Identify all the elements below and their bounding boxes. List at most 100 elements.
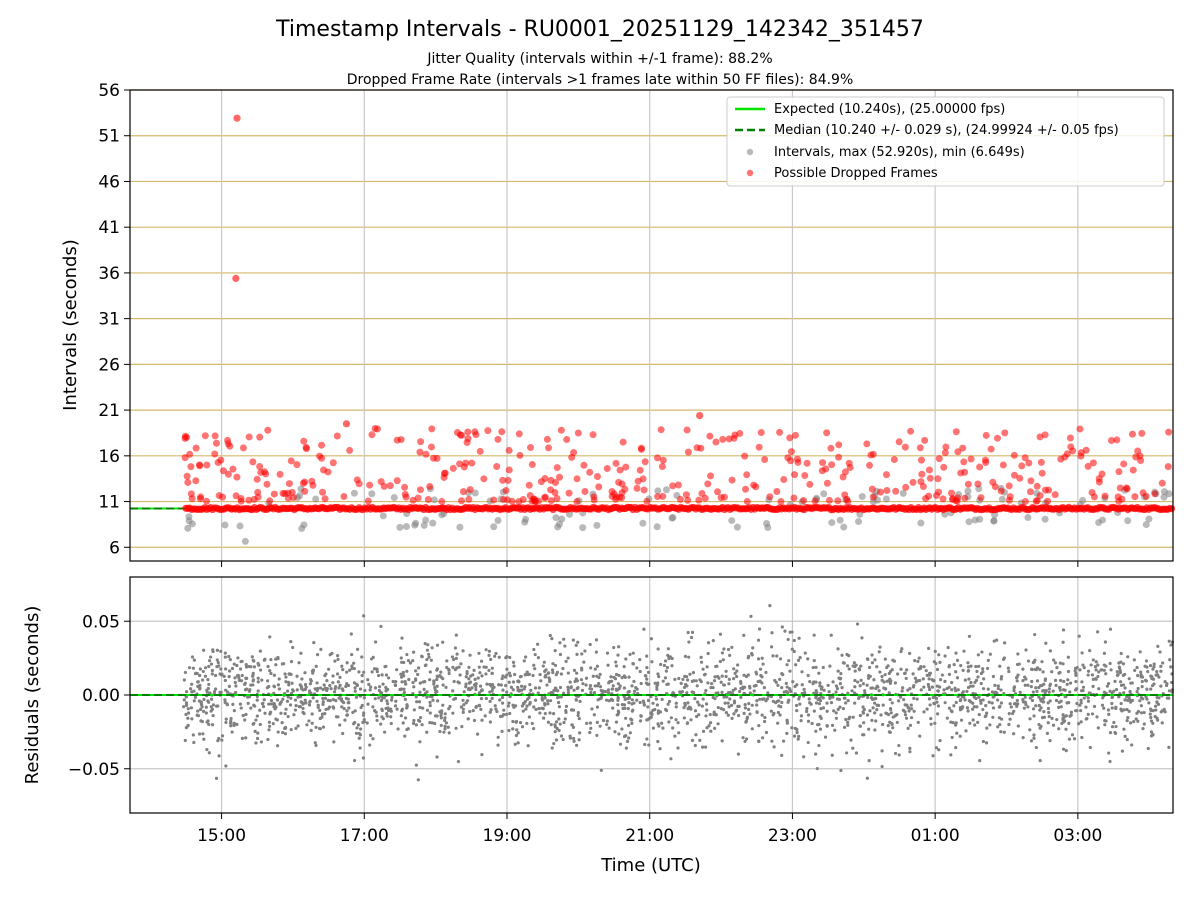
residual-point xyxy=(389,715,393,719)
residual-point xyxy=(546,699,550,703)
residual-point xyxy=(722,695,726,699)
residual-point xyxy=(205,688,209,692)
residual-point xyxy=(438,729,442,734)
residual-point xyxy=(875,707,879,712)
residual-point xyxy=(728,653,732,657)
residual-point xyxy=(999,730,1003,734)
residual-point xyxy=(1128,721,1133,725)
residual-point xyxy=(965,689,969,694)
residual-point xyxy=(1169,643,1173,647)
dropped-frame-point xyxy=(528,497,536,505)
dropped-frame-point xyxy=(219,493,227,501)
residual-point xyxy=(443,727,447,731)
dropped-frame-point xyxy=(543,435,551,443)
residual-point xyxy=(880,749,884,753)
residual-point xyxy=(738,689,742,694)
residual-point xyxy=(1079,698,1083,702)
residual-point xyxy=(267,724,272,728)
dropped-frame-point xyxy=(556,473,564,481)
residual-point xyxy=(825,709,829,713)
residual-point xyxy=(1127,709,1131,713)
residual-point xyxy=(591,674,595,678)
residual-point xyxy=(466,717,470,721)
residual-point xyxy=(925,707,929,711)
residual-point xyxy=(494,651,498,656)
dropped-frame-point xyxy=(725,435,733,443)
dropped-frame-point xyxy=(239,444,247,452)
dropped-frame-point xyxy=(438,497,446,505)
residual-point xyxy=(418,681,422,685)
residual-point xyxy=(1080,735,1084,740)
interval-point xyxy=(1160,488,1168,496)
residual-point xyxy=(371,737,375,741)
residual-point xyxy=(748,712,752,716)
residual-point xyxy=(292,713,296,717)
residual-point xyxy=(461,707,465,711)
dropped-frame-point xyxy=(458,431,466,439)
residual-point xyxy=(283,672,287,676)
residual-point xyxy=(874,719,878,723)
residual-point xyxy=(395,707,399,711)
residual-point xyxy=(991,706,996,710)
dropped-frame-point xyxy=(741,452,749,460)
residual-point xyxy=(589,690,593,695)
dropped-frame-point xyxy=(639,475,647,483)
residual-point xyxy=(289,660,294,664)
dropped-frame-point xyxy=(333,432,341,440)
residual-point xyxy=(204,711,208,715)
dropped-frame-point xyxy=(1069,447,1077,455)
residual-point xyxy=(1125,707,1129,712)
legend-dropped-swatch xyxy=(746,169,754,177)
dropped-frame-point xyxy=(790,494,798,502)
residual-point xyxy=(416,718,421,722)
residual-point xyxy=(647,743,651,747)
residual-point xyxy=(454,633,458,637)
residual-point xyxy=(433,714,438,718)
residual-point xyxy=(660,721,664,725)
dropped-frame-point xyxy=(237,494,245,502)
residual-point xyxy=(373,686,378,690)
residual-point xyxy=(215,648,220,652)
dropped-frame-point xyxy=(883,487,891,495)
residual-point xyxy=(930,685,935,689)
residual-point xyxy=(817,702,822,706)
dropped-frame-point xyxy=(499,476,507,484)
dropped-frame-point xyxy=(1044,497,1052,505)
residual-point xyxy=(345,661,349,665)
residual-point xyxy=(532,647,536,652)
residual-point xyxy=(1155,700,1159,704)
residual-point xyxy=(763,719,767,724)
residual-point xyxy=(975,705,979,709)
residual-point xyxy=(508,655,512,660)
residual-point xyxy=(788,669,792,673)
legend-intervals-swatch xyxy=(746,148,754,156)
residual-point xyxy=(452,679,456,684)
residual-point xyxy=(787,687,792,691)
residual-point xyxy=(561,737,565,742)
residual-point xyxy=(624,716,628,720)
residual-point xyxy=(367,682,371,686)
residual-point xyxy=(1120,749,1125,753)
residual-point xyxy=(955,731,959,735)
residual-point xyxy=(310,721,314,725)
residual-point xyxy=(446,725,450,729)
residual-point xyxy=(611,684,615,688)
residual-point xyxy=(830,723,835,727)
residual-point xyxy=(595,720,599,724)
residual-point xyxy=(916,659,920,664)
residual-point xyxy=(711,695,715,700)
residual-point xyxy=(881,703,885,707)
residual-point xyxy=(1119,651,1123,656)
residual-point xyxy=(869,686,873,690)
residual-point xyxy=(1154,708,1158,712)
residual-point xyxy=(563,644,567,648)
residual-point xyxy=(877,689,881,693)
residual-point xyxy=(988,652,992,656)
residual-point xyxy=(592,691,597,695)
residual-point xyxy=(645,654,649,658)
residual-point xyxy=(553,663,558,668)
dropped-frame-point xyxy=(1018,462,1026,470)
residual-point xyxy=(834,684,839,688)
residuals-points xyxy=(182,604,1175,782)
